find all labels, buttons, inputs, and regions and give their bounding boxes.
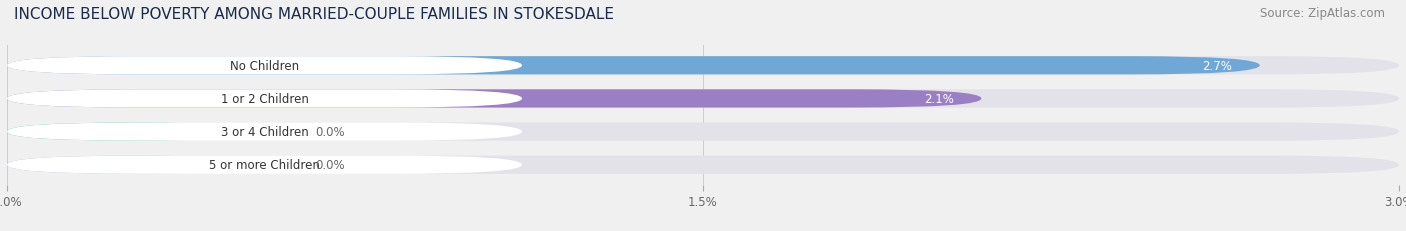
FancyBboxPatch shape	[7, 156, 522, 174]
Text: No Children: No Children	[231, 60, 299, 73]
FancyBboxPatch shape	[7, 90, 1399, 108]
Text: 2.7%: 2.7%	[1202, 60, 1232, 73]
FancyBboxPatch shape	[7, 57, 1260, 75]
Text: Source: ZipAtlas.com: Source: ZipAtlas.com	[1260, 7, 1385, 20]
FancyBboxPatch shape	[7, 90, 981, 108]
Text: 0.0%: 0.0%	[315, 125, 346, 138]
Text: INCOME BELOW POVERTY AMONG MARRIED-COUPLE FAMILIES IN STOKESDALE: INCOME BELOW POVERTY AMONG MARRIED-COUPL…	[14, 7, 614, 22]
FancyBboxPatch shape	[7, 156, 262, 174]
FancyBboxPatch shape	[7, 123, 522, 141]
FancyBboxPatch shape	[7, 123, 1399, 141]
FancyBboxPatch shape	[7, 57, 1399, 75]
Text: 3 or 4 Children: 3 or 4 Children	[221, 125, 308, 138]
Text: 0.0%: 0.0%	[315, 158, 346, 171]
Text: 2.1%: 2.1%	[924, 93, 953, 106]
Text: 5 or more Children: 5 or more Children	[209, 158, 321, 171]
Text: 1 or 2 Children: 1 or 2 Children	[221, 93, 308, 106]
FancyBboxPatch shape	[7, 156, 1399, 174]
FancyBboxPatch shape	[7, 123, 262, 141]
FancyBboxPatch shape	[7, 57, 522, 75]
FancyBboxPatch shape	[7, 90, 522, 108]
